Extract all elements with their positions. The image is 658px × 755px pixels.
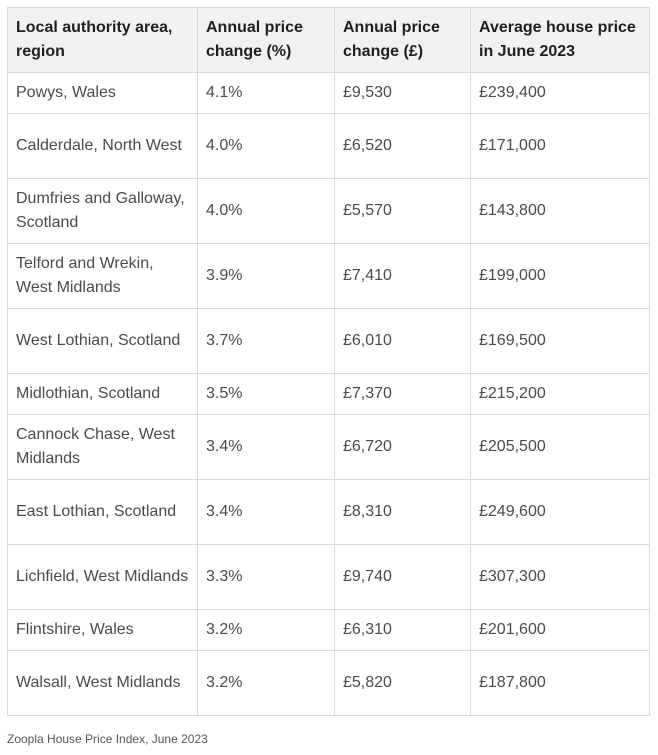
cell-gbp: £7,410 [334,243,471,309]
table-row: Cannock Chase, West Midlands 3.4% £6,720… [7,414,650,480]
cell-area: West Lothian, Scotland [7,308,198,374]
cell-pct: 3.7% [197,308,335,374]
table-header: Local authority area, region Annual pric… [7,7,650,73]
cell-pct: 3.3% [197,544,335,610]
cell-gbp: £9,530 [334,72,471,114]
cell-avg: £169,500 [470,308,650,374]
table-row: Dumfries and Galloway, Scotland 4.0% £5,… [7,178,650,244]
cell-pct: 4.1% [197,72,335,114]
cell-area: Midlothian, Scotland [7,373,198,415]
cell-pct: 4.0% [197,113,335,179]
cell-gbp: £8,310 [334,479,471,545]
cell-avg: £215,200 [470,373,650,415]
cell-pct: 3.4% [197,414,335,480]
cell-area: Lichfield, West Midlands [7,544,198,610]
cell-area: East Lothian, Scotland [7,479,198,545]
table-row: East Lothian, Scotland 3.4% £8,310 £249,… [7,479,650,545]
cell-pct: 3.2% [197,650,335,716]
table-row: West Lothian, Scotland 3.7% £6,010 £169,… [7,308,650,374]
header-annual-change-pounds: Annual price change (£) [334,7,471,73]
cell-area: Cannock Chase, West Midlands [7,414,198,480]
house-price-table: Local authority area, region Annual pric… [7,7,650,716]
cell-gbp: £6,010 [334,308,471,374]
table-row: Lichfield, West Midlands 3.3% £9,740 £30… [7,544,650,610]
cell-area: Walsall, West Midlands [7,650,198,716]
table-row: Powys, Wales 4.1% £9,530 £239,400 [7,72,650,114]
cell-avg: £205,500 [470,414,650,480]
cell-area: Powys, Wales [7,72,198,114]
source-caption: Zoopla House Price Index, June 2023 [7,732,208,746]
table-row: Telford and Wrekin, West Midlands 3.9% £… [7,243,650,309]
table-row: Walsall, West Midlands 3.2% £5,820 £187,… [7,650,650,716]
header-row: Local authority area, region Annual pric… [7,7,650,73]
header-annual-change-percent: Annual price change (%) [197,7,335,73]
cell-pct: 3.2% [197,609,335,651]
cell-gbp: £9,740 [334,544,471,610]
cell-gbp: £5,570 [334,178,471,244]
cell-avg: £201,600 [470,609,650,651]
cell-gbp: £6,520 [334,113,471,179]
cell-pct: 3.4% [197,479,335,545]
cell-gbp: £6,720 [334,414,471,480]
cell-pct: 4.0% [197,178,335,244]
cell-avg: £249,600 [470,479,650,545]
cell-gbp: £6,310 [334,609,471,651]
table-row: Calderdale, North West 4.0% £6,520 £171,… [7,113,650,179]
cell-pct: 3.9% [197,243,335,309]
table-body: Powys, Wales 4.1% £9,530 £239,400 Calder… [7,72,650,716]
header-area: Local authority area, region [7,7,198,73]
cell-area: Dumfries and Galloway, Scotland [7,178,198,244]
cell-area: Calderdale, North West [7,113,198,179]
cell-pct: 3.5% [197,373,335,415]
cell-gbp: £5,820 [334,650,471,716]
cell-avg: £171,000 [470,113,650,179]
cell-area: Flintshire, Wales [7,609,198,651]
table-row: Flintshire, Wales 3.2% £6,310 £201,600 [7,609,650,651]
cell-gbp: £7,370 [334,373,471,415]
cell-avg: £199,000 [470,243,650,309]
cell-area: Telford and Wrekin, West Midlands [7,243,198,309]
cell-avg: £307,300 [470,544,650,610]
cell-avg: £239,400 [470,72,650,114]
table-row: Midlothian, Scotland 3.5% £7,370 £215,20… [7,373,650,415]
cell-avg: £187,800 [470,650,650,716]
cell-avg: £143,800 [470,178,650,244]
header-average-price: Average house price in June 2023 [470,7,650,73]
